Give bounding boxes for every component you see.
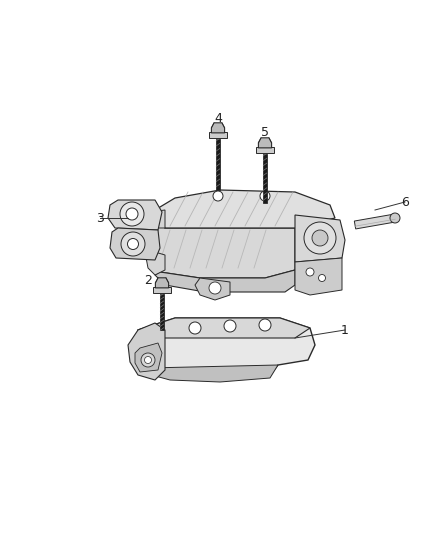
Polygon shape [155, 278, 169, 288]
Circle shape [189, 322, 201, 334]
Polygon shape [295, 258, 342, 295]
Polygon shape [160, 294, 164, 330]
Polygon shape [142, 210, 165, 275]
Polygon shape [108, 200, 162, 230]
Circle shape [312, 230, 328, 246]
Polygon shape [128, 323, 165, 380]
Polygon shape [256, 148, 274, 153]
Polygon shape [155, 190, 335, 228]
Text: 3: 3 [96, 212, 104, 224]
Text: 1: 1 [341, 324, 349, 336]
Circle shape [120, 202, 144, 226]
Polygon shape [195, 278, 230, 300]
Text: 6: 6 [401, 196, 409, 208]
Circle shape [318, 274, 325, 281]
Circle shape [390, 213, 400, 223]
Circle shape [304, 222, 336, 254]
Polygon shape [135, 343, 162, 372]
Circle shape [306, 268, 314, 276]
Polygon shape [138, 318, 315, 378]
Circle shape [145, 357, 152, 364]
Circle shape [126, 208, 138, 220]
Circle shape [260, 191, 270, 201]
Circle shape [127, 238, 138, 249]
Polygon shape [209, 132, 227, 138]
Circle shape [121, 232, 145, 256]
Polygon shape [155, 270, 295, 292]
Circle shape [259, 319, 271, 331]
Polygon shape [354, 214, 396, 229]
Polygon shape [110, 228, 160, 260]
Circle shape [224, 320, 236, 332]
Polygon shape [138, 318, 310, 342]
Polygon shape [295, 215, 345, 262]
Polygon shape [153, 287, 171, 293]
Text: 5: 5 [261, 125, 269, 139]
Text: 2: 2 [144, 273, 152, 287]
Text: 4: 4 [214, 111, 222, 125]
Polygon shape [150, 210, 295, 278]
Circle shape [141, 353, 155, 367]
Polygon shape [212, 123, 225, 133]
Polygon shape [258, 138, 272, 148]
Circle shape [209, 282, 221, 294]
Polygon shape [216, 139, 220, 190]
Polygon shape [148, 365, 278, 382]
Circle shape [213, 191, 223, 201]
Polygon shape [263, 154, 267, 203]
